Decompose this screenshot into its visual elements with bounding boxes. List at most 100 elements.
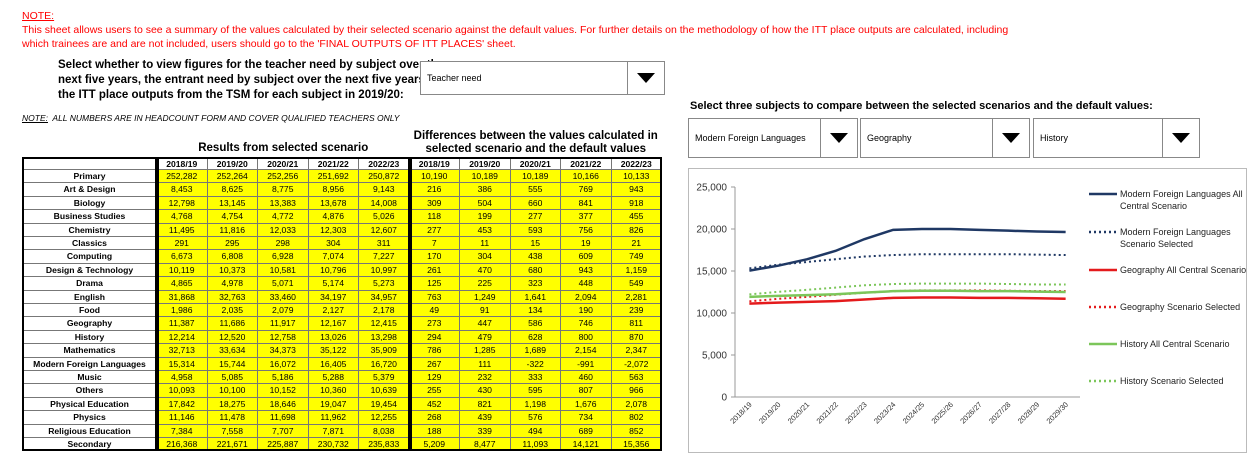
subject-dropdown[interactable]: History: [1033, 118, 1200, 158]
table-cell: 11,387: [157, 317, 208, 331]
table-cell: 10,639: [359, 384, 410, 398]
table-cell: 5,174: [308, 277, 359, 291]
table-cell: 295: [207, 237, 258, 251]
table-cell: 943: [561, 263, 612, 278]
year-header: 2021/22: [308, 157, 359, 170]
year-header: 2021/22: [561, 157, 612, 170]
dropdown-arrow[interactable]: [627, 62, 664, 94]
table-cell: 18,646: [258, 397, 309, 412]
table-cell: 807: [561, 384, 612, 398]
table-cell: 32,713: [157, 344, 208, 358]
subject-dropdown[interactable]: Geography: [860, 118, 1030, 158]
table-cell: 11,146: [157, 411, 208, 425]
table-cell: 447: [460, 317, 511, 331]
table-cell: 10,360: [308, 384, 359, 398]
table-cell: 12,798: [157, 196, 208, 211]
note-line: This sheet allows users to see a summary…: [22, 24, 1009, 36]
table-cell: 35,909: [359, 344, 410, 358]
view-dropdown[interactable]: Teacher need: [420, 61, 665, 95]
table-cell: 5,186: [258, 371, 309, 385]
table-cell: 32,763: [207, 290, 258, 304]
table-cell: 4,978: [207, 277, 258, 291]
table-cell: 273: [409, 317, 460, 331]
table-cell: 14,008: [359, 196, 410, 211]
table-cell: 10,100: [207, 384, 258, 398]
table-cell: 12,758: [258, 330, 309, 345]
table-cell: 1,689: [510, 344, 561, 358]
dropdown-arrow[interactable]: [820, 119, 857, 157]
row-label: Classics: [22, 237, 157, 251]
instruction-line: next five years, the entrant need by sub…: [58, 74, 443, 86]
year-header: 2020/21: [258, 157, 309, 170]
row-label: Business Studies: [22, 210, 157, 224]
year-header: 2022/23: [611, 157, 662, 170]
table-cell: 680: [510, 263, 561, 278]
table-cell: 549: [611, 277, 662, 291]
table-cell: 250,872: [359, 170, 410, 184]
table-cell: 11,816: [207, 223, 258, 237]
table-cell: 448: [561, 277, 612, 291]
table-cell: 34,957: [359, 290, 410, 304]
table-cell: 1,986: [157, 304, 208, 318]
table-cell: 8,038: [359, 424, 410, 438]
table-cell: 190: [561, 304, 612, 318]
table-cell: 21: [611, 237, 662, 251]
table-cell: 12,167: [308, 317, 359, 331]
y-tick-label: 5,000: [702, 351, 727, 362]
table-cell: 170: [409, 250, 460, 264]
table-cell: 277: [510, 210, 561, 224]
table-cell: 10,373: [207, 263, 258, 278]
table-cell: 15,356: [611, 438, 662, 452]
table-cell: 10,581: [258, 263, 309, 278]
legend-swatch: [1089, 192, 1117, 196]
table-cell: 216,368: [157, 438, 208, 452]
table-cell: 16,405: [308, 357, 359, 371]
table-cell: 4,772: [258, 210, 309, 224]
table-cell: 386: [460, 183, 511, 197]
table-cell: 8,956: [308, 183, 359, 197]
table-cell: 7: [409, 237, 460, 251]
y-tick-label: 0: [721, 393, 727, 404]
table-cell: 800: [561, 330, 612, 345]
table-cell: 134: [510, 304, 561, 318]
table-cell: 11,093: [510, 438, 561, 452]
table-cell: 34,373: [258, 344, 309, 358]
year-header: 2022/23: [359, 157, 410, 170]
dropdown-arrow[interactable]: [992, 119, 1029, 157]
table-cell: 10,093: [157, 384, 208, 398]
x-tick-label: 2018/19: [728, 400, 754, 426]
dropdown-arrow[interactable]: [1162, 119, 1199, 157]
table-cell: 11,962: [308, 411, 359, 425]
table-cell: 12,303: [308, 223, 359, 237]
table-cell: 4,876: [308, 210, 359, 224]
table-cell: 10,119: [157, 263, 208, 278]
table-cell: 2,035: [207, 304, 258, 318]
row-label: Drama: [22, 277, 157, 291]
y-tick-label: 25,000: [696, 183, 727, 194]
chart-frame: [688, 168, 1247, 453]
table-cell: 199: [460, 210, 511, 224]
table-cell: 11,478: [207, 411, 258, 425]
legend-swatch: [1089, 268, 1117, 272]
table-cell: 5,026: [359, 210, 410, 224]
table-cell: 9,143: [359, 183, 410, 197]
table-cell: 5,071: [258, 277, 309, 291]
table-cell: 225,887: [258, 438, 309, 452]
subject-dropdown[interactable]: Modern Foreign Languages: [688, 118, 858, 158]
table-cell: 13,383: [258, 196, 309, 211]
table-cell: 12,607: [359, 223, 410, 237]
table-cell: 10,152: [258, 384, 309, 398]
table-cell: 31,868: [157, 290, 208, 304]
table-cell: 13,026: [308, 330, 359, 345]
row-label: History: [22, 330, 157, 345]
table-cell: 786: [409, 344, 460, 358]
table-cell: 12,255: [359, 411, 410, 425]
table-cell: 756: [561, 223, 612, 237]
table-cell: 16,072: [258, 357, 309, 371]
row-label: Chemistry: [22, 223, 157, 237]
table-cell: 8,625: [207, 183, 258, 197]
table-cell: 749: [611, 250, 662, 264]
table-cell: 763: [409, 290, 460, 304]
row-label: Modern Foreign Languages: [22, 357, 157, 371]
table-cell: 12,214: [157, 330, 208, 345]
